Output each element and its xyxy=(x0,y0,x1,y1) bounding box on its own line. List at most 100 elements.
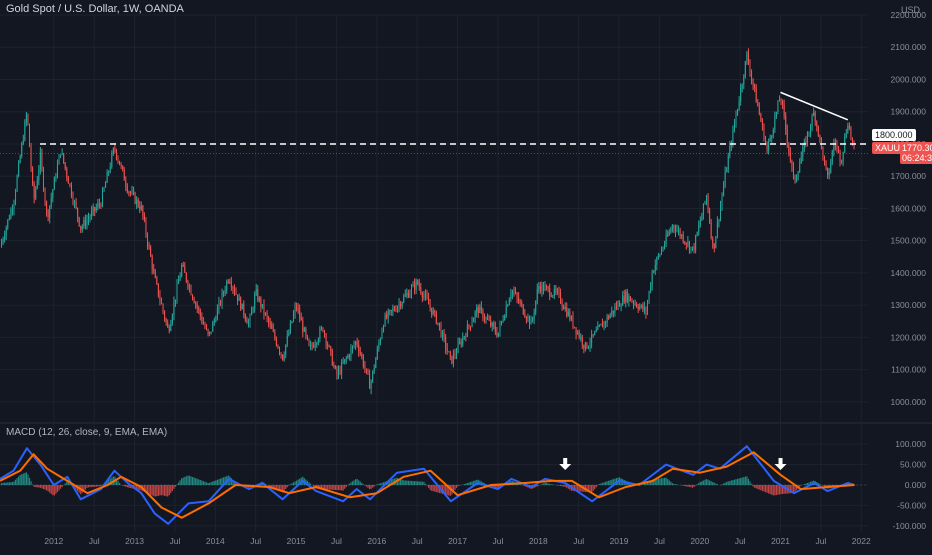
down-arrow-icon xyxy=(775,458,787,470)
candle-body xyxy=(773,130,774,136)
macd-histogram-bar xyxy=(284,485,285,491)
macd-histogram-bar xyxy=(372,485,373,488)
candle-body xyxy=(128,192,129,193)
macd-histogram-bar xyxy=(335,485,336,490)
candle-body xyxy=(798,172,799,177)
candle-body xyxy=(698,225,699,232)
candle-body xyxy=(96,207,97,210)
macd-histogram-bar xyxy=(735,479,736,485)
candle-body xyxy=(465,336,466,337)
macd-tick-label: -50.000 xyxy=(897,500,926,510)
candle-body xyxy=(813,112,814,115)
macd-histogram-bar xyxy=(776,485,777,495)
candle-body xyxy=(417,281,418,284)
candle-body xyxy=(161,301,162,304)
candle-body xyxy=(669,232,670,236)
macd-histogram-bar xyxy=(12,482,13,485)
macd-histogram-bar xyxy=(675,484,676,485)
candle-body xyxy=(131,191,132,193)
candle-body xyxy=(841,162,842,163)
candle-body xyxy=(461,342,462,345)
macd-histogram-bar xyxy=(464,484,465,485)
candle-body xyxy=(285,345,286,355)
candle-body xyxy=(270,323,271,325)
candle-body xyxy=(593,334,594,335)
macd-histogram-bar xyxy=(686,485,687,486)
candle-body xyxy=(499,324,500,333)
candle-body xyxy=(254,295,255,309)
candle-body xyxy=(819,136,820,138)
macd-histogram-bar xyxy=(93,485,94,487)
candle-body xyxy=(332,351,333,365)
macd-histogram-bar xyxy=(361,483,362,485)
candle-body xyxy=(34,184,35,199)
candle-body xyxy=(245,315,246,320)
macd-histogram-bar xyxy=(268,485,269,486)
macd-histogram-bar xyxy=(743,477,744,485)
macd-histogram-bar xyxy=(40,485,41,488)
candle-body xyxy=(20,156,21,162)
macd-histogram-bar xyxy=(664,478,665,485)
candle-body xyxy=(183,265,184,266)
macd-histogram-bar xyxy=(91,485,92,487)
trendline xyxy=(781,92,848,119)
candle-body xyxy=(574,327,575,328)
price-tick-label: 2100.000 xyxy=(891,42,927,52)
candle-body xyxy=(641,305,642,307)
candle-body xyxy=(711,223,712,239)
candle-body xyxy=(506,306,507,316)
candle-body xyxy=(347,355,348,358)
candle-body xyxy=(451,356,452,364)
candle-body xyxy=(513,291,514,293)
candle-body xyxy=(821,138,822,147)
candle-body xyxy=(214,320,215,323)
macd-histogram-bar xyxy=(804,484,805,485)
candle-body xyxy=(816,122,817,126)
candle-body xyxy=(448,351,449,352)
candle-body xyxy=(236,292,237,294)
macd-histogram-bar xyxy=(672,483,673,485)
candle-body xyxy=(37,180,38,188)
candle-body xyxy=(212,323,213,332)
candle-body xyxy=(274,332,275,339)
candle-body xyxy=(739,101,740,109)
price-tick-label: 1500.000 xyxy=(891,236,927,246)
candle-body xyxy=(326,334,327,343)
candle-body xyxy=(226,282,227,291)
price-tick-label: 1700.000 xyxy=(891,171,927,181)
price-tick-label: 2000.000 xyxy=(891,74,927,84)
candle-body xyxy=(299,310,300,319)
candle-body xyxy=(279,348,280,352)
candle-body xyxy=(625,291,626,302)
candle-body xyxy=(305,328,306,335)
candle-body xyxy=(59,155,60,164)
candle-body xyxy=(100,205,101,207)
candle-body xyxy=(27,114,28,124)
macd-histogram-bar xyxy=(330,485,331,490)
macd-histogram-bar xyxy=(214,481,215,485)
macd-histogram-bar xyxy=(717,484,718,485)
macd-histogram-bar xyxy=(128,485,129,488)
candle-body xyxy=(613,311,614,313)
macd-histogram-bar xyxy=(607,481,608,485)
candle-body xyxy=(295,306,296,313)
candle-body xyxy=(312,345,313,346)
symbol-title: Gold Spot / U.S. Dollar, 1W, OANDA xyxy=(6,3,184,15)
candle-body xyxy=(583,345,584,348)
candle-body xyxy=(594,332,595,335)
macd-histogram-bar xyxy=(159,485,160,495)
candle-body xyxy=(164,311,165,318)
macd-histogram-bar xyxy=(336,485,337,490)
macd-histogram-bar xyxy=(599,484,600,485)
candle-body xyxy=(248,323,249,324)
candle-body xyxy=(714,243,715,248)
macd-histogram-bar xyxy=(198,479,199,485)
macd-histogram-bar xyxy=(428,485,429,488)
candle-body xyxy=(767,143,768,149)
x-tick-label: Jul xyxy=(573,536,584,546)
x-tick-label: 2019 xyxy=(610,536,629,546)
macd-histogram-bar xyxy=(732,480,733,485)
candle-body xyxy=(686,243,687,244)
macd-histogram-bar xyxy=(431,485,432,491)
